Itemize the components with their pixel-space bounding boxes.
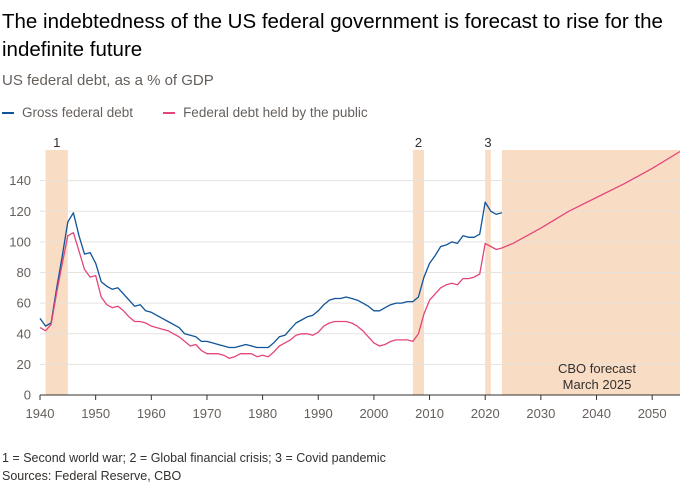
footnote-key: 1 = Second world war; 2 = Global financi… <box>2 451 386 465</box>
y-tick-label-80: 80 <box>17 265 31 280</box>
x-tick-label-2010: 2010 <box>415 406 444 421</box>
y-tick-label-40: 40 <box>17 326 31 341</box>
x-tick-label-1980: 1980 <box>248 406 277 421</box>
y-tick-label-120: 120 <box>9 204 31 219</box>
gridlines: 0 20 40 60 80 100 120 140 <box>9 173 680 403</box>
x-tick-label-1940: 1940 <box>26 406 55 421</box>
chart-subtitle: US federal debt, as a % of GDP <box>2 72 214 89</box>
x-tick-label-1990: 1990 <box>304 406 333 421</box>
y-tick-label-140: 140 <box>9 173 31 188</box>
x-tick-label-1950: 1950 <box>81 406 110 421</box>
shaded-period-label-3: 3 <box>484 135 491 150</box>
legend-label-gross: Gross federal debt <box>22 105 134 120</box>
legend-item-public: Federal debt held by the public <box>163 105 368 120</box>
forecast-annotation-line-1: CBO forecast <box>558 361 636 376</box>
legend-item-gross: Gross federal debt <box>2 105 133 120</box>
y-tick-label-100: 100 <box>9 234 31 249</box>
series-line-debt-held-by-public <box>39 150 681 359</box>
legend-swatch-gross <box>2 111 14 114</box>
chart-title: The indebtedness of the US federal gover… <box>2 10 663 61</box>
shaded-periods: 1 2 3 <box>45 135 680 395</box>
series-line-gross-federal-debt <box>39 201 503 349</box>
chart-footnote: 1 = Second world war; 2 = Global financi… <box>2 449 386 485</box>
x-tick-label-2040: 2040 <box>582 406 611 421</box>
y-tick-label-0: 0 <box>24 388 31 403</box>
shaded-period-label-1: 1 <box>53 135 60 150</box>
footnote-sources: Sources: Federal Reserve, CBO <box>2 469 182 483</box>
y-tick-label-60: 60 <box>17 296 31 311</box>
series-lines <box>39 150 681 359</box>
y-tick-label-20: 20 <box>17 357 31 372</box>
x-tick-label-2020: 2020 <box>471 406 500 421</box>
x-tick-label-2000: 2000 <box>359 406 388 421</box>
legend-label-public: Federal debt held by the public <box>183 105 368 120</box>
shaded-period-label-2: 2 <box>415 135 422 150</box>
x-tick-label-2050: 2050 <box>638 406 667 421</box>
forecast-annotation-line-2: March 2025 <box>563 377 632 392</box>
x-tick-label-2030: 2030 <box>526 406 555 421</box>
chart-legend: Gross federal debt Federal debt held by … <box>2 105 398 120</box>
x-tick-label-1970: 1970 <box>192 406 221 421</box>
legend-swatch-public <box>163 111 176 114</box>
x-tick-label-1960: 1960 <box>137 406 166 421</box>
axes: 1940 1950 1960 1970 1980 1990 2000 2010 2020 2030… <box>26 394 680 421</box>
